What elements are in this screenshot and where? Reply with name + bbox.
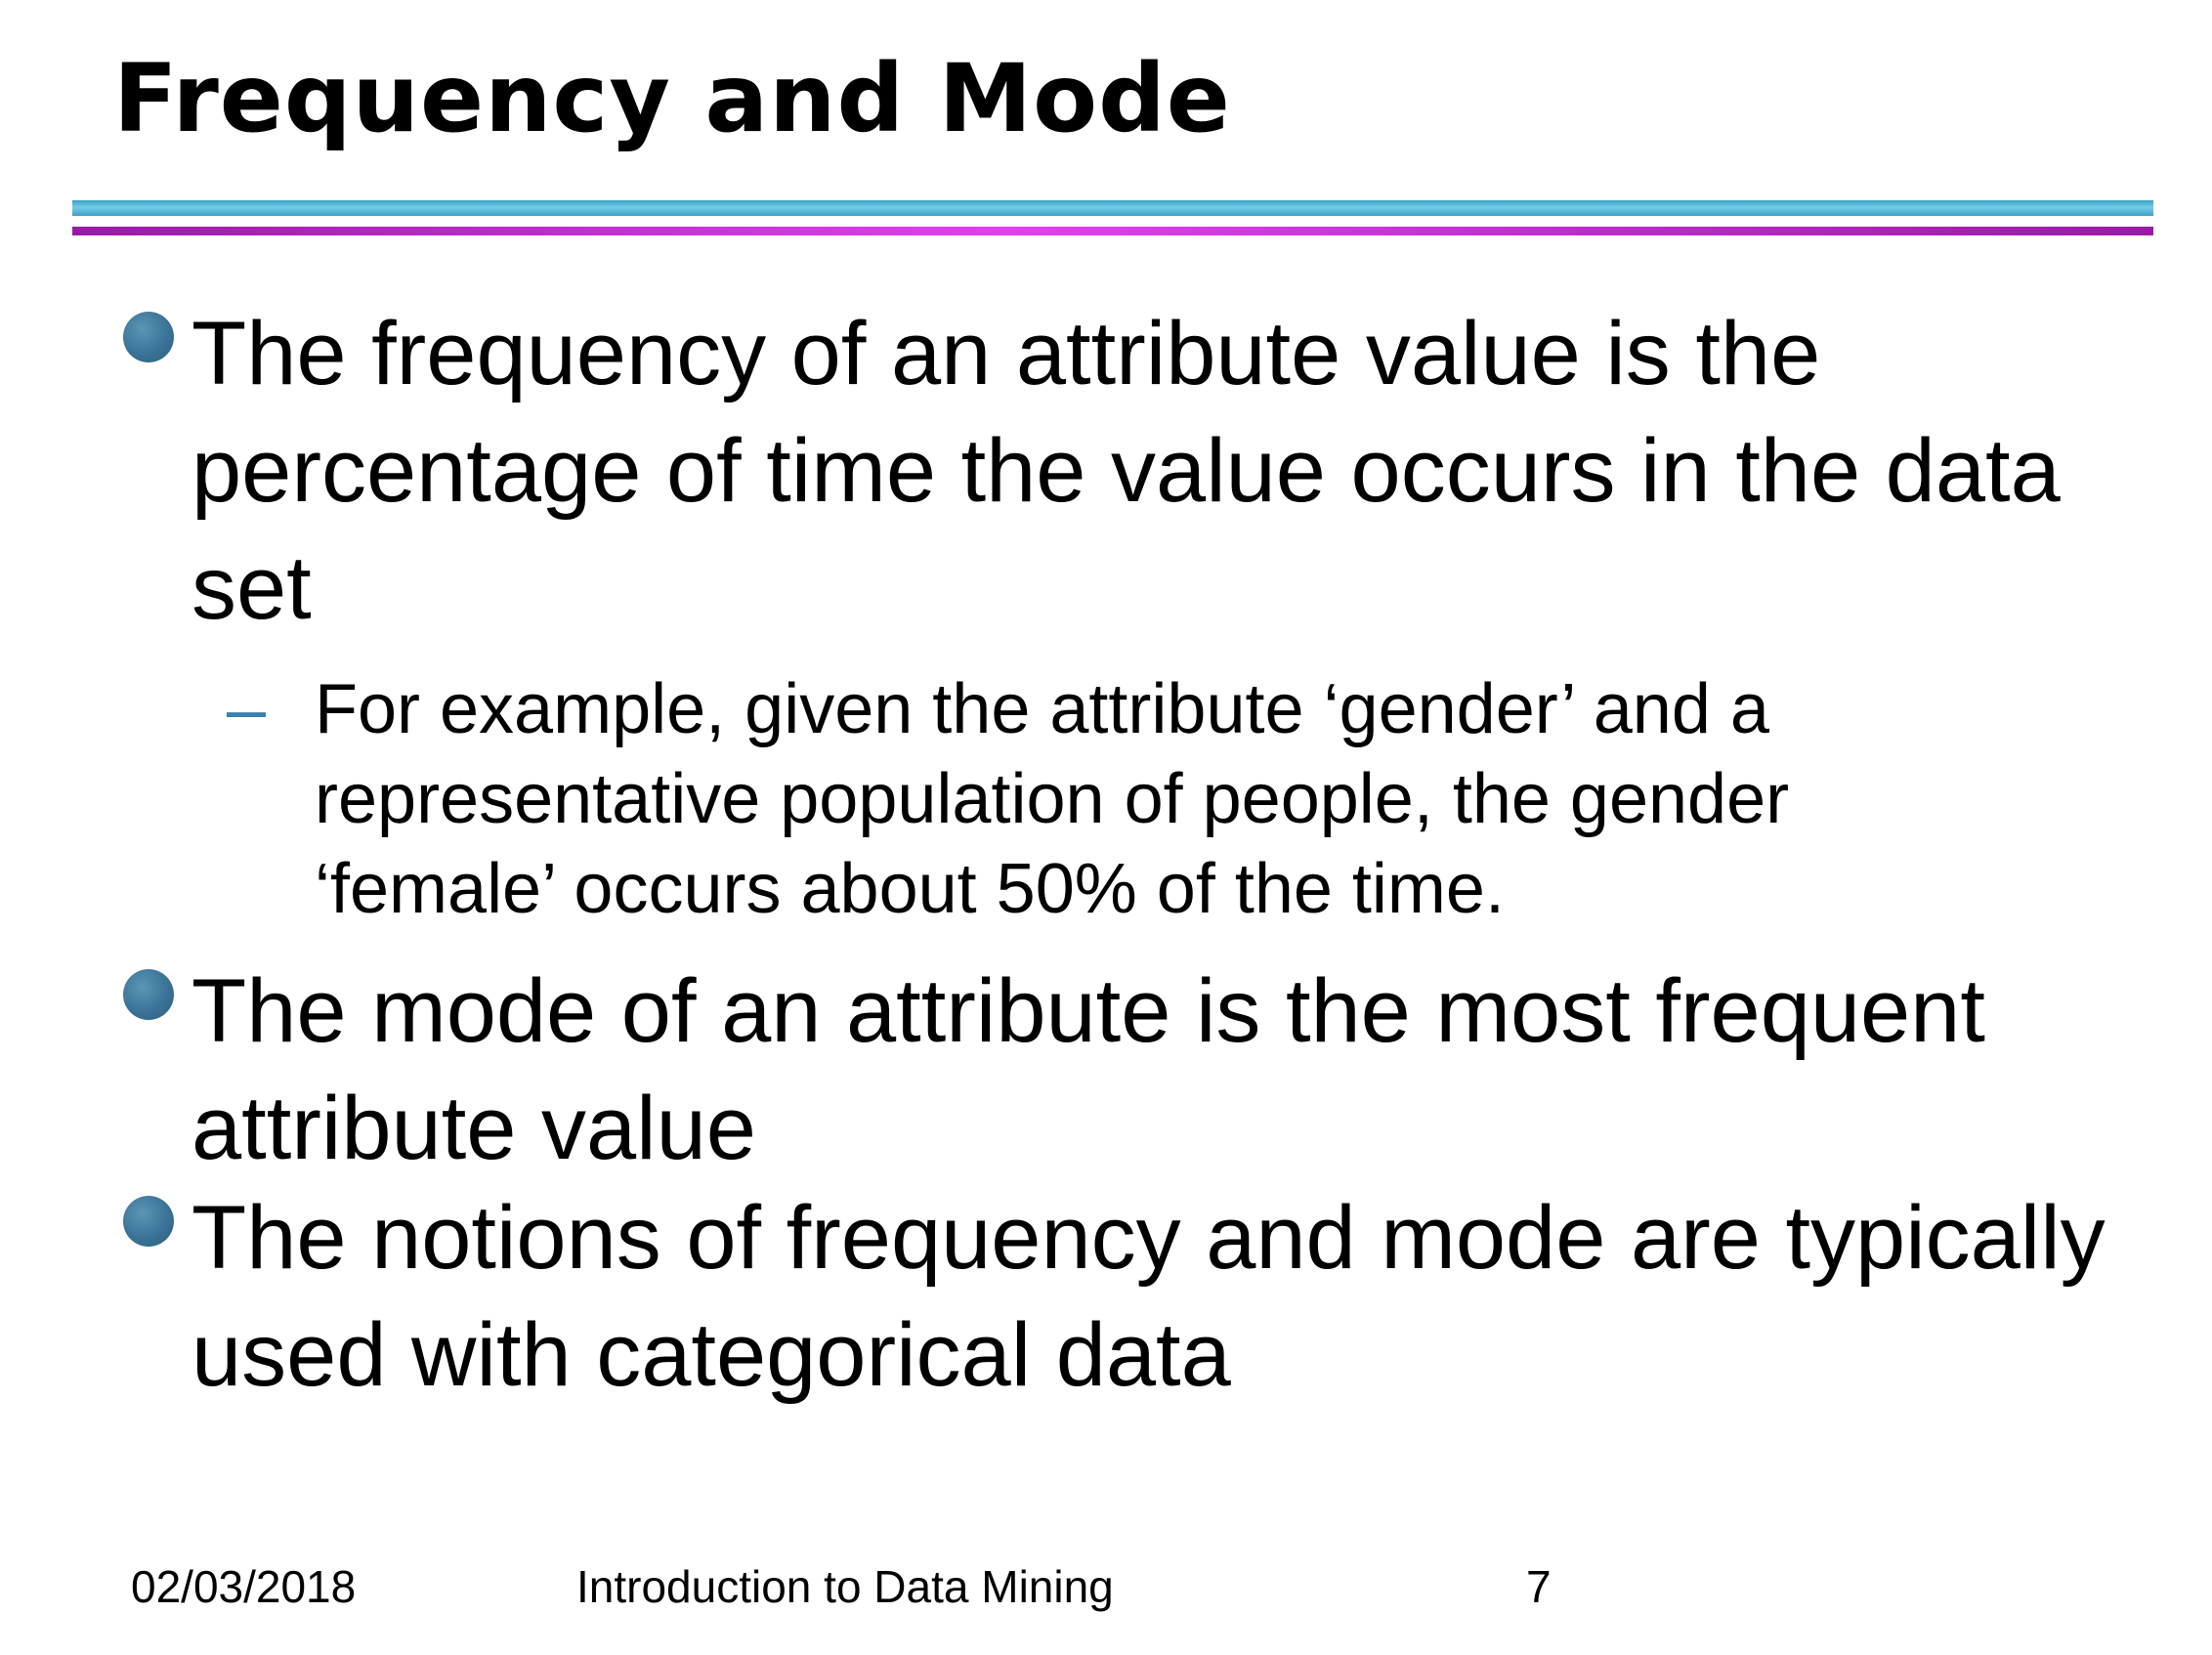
bullet-categorical: The notions of frequency and mode are ty… bbox=[191, 1188, 2106, 1405]
title-divider-bottom bbox=[72, 227, 2153, 235]
sub-bullet-example: For example, given the attribute ‘gender… bbox=[315, 670, 1790, 928]
bullet-dot-icon bbox=[123, 969, 174, 1020]
title-divider-top bbox=[72, 200, 2153, 216]
slide-title: Frequency and Mode bbox=[113, 44, 1231, 153]
footer-course-title: Introduction to Data Mining bbox=[576, 1561, 1114, 1612]
bullet-mode: The mode of an attribute is the most fre… bbox=[191, 961, 1985, 1178]
footer-page-number: 7 bbox=[1526, 1561, 1552, 1612]
footer-date: 02/03/2018 bbox=[131, 1561, 357, 1612]
bullet-dot-icon bbox=[123, 1196, 174, 1247]
bullet-frequency: The frequency of an attribute value is t… bbox=[191, 304, 2061, 638]
sub-bullet-dash: – bbox=[227, 670, 267, 748]
bullet-dot-icon bbox=[123, 312, 174, 362]
